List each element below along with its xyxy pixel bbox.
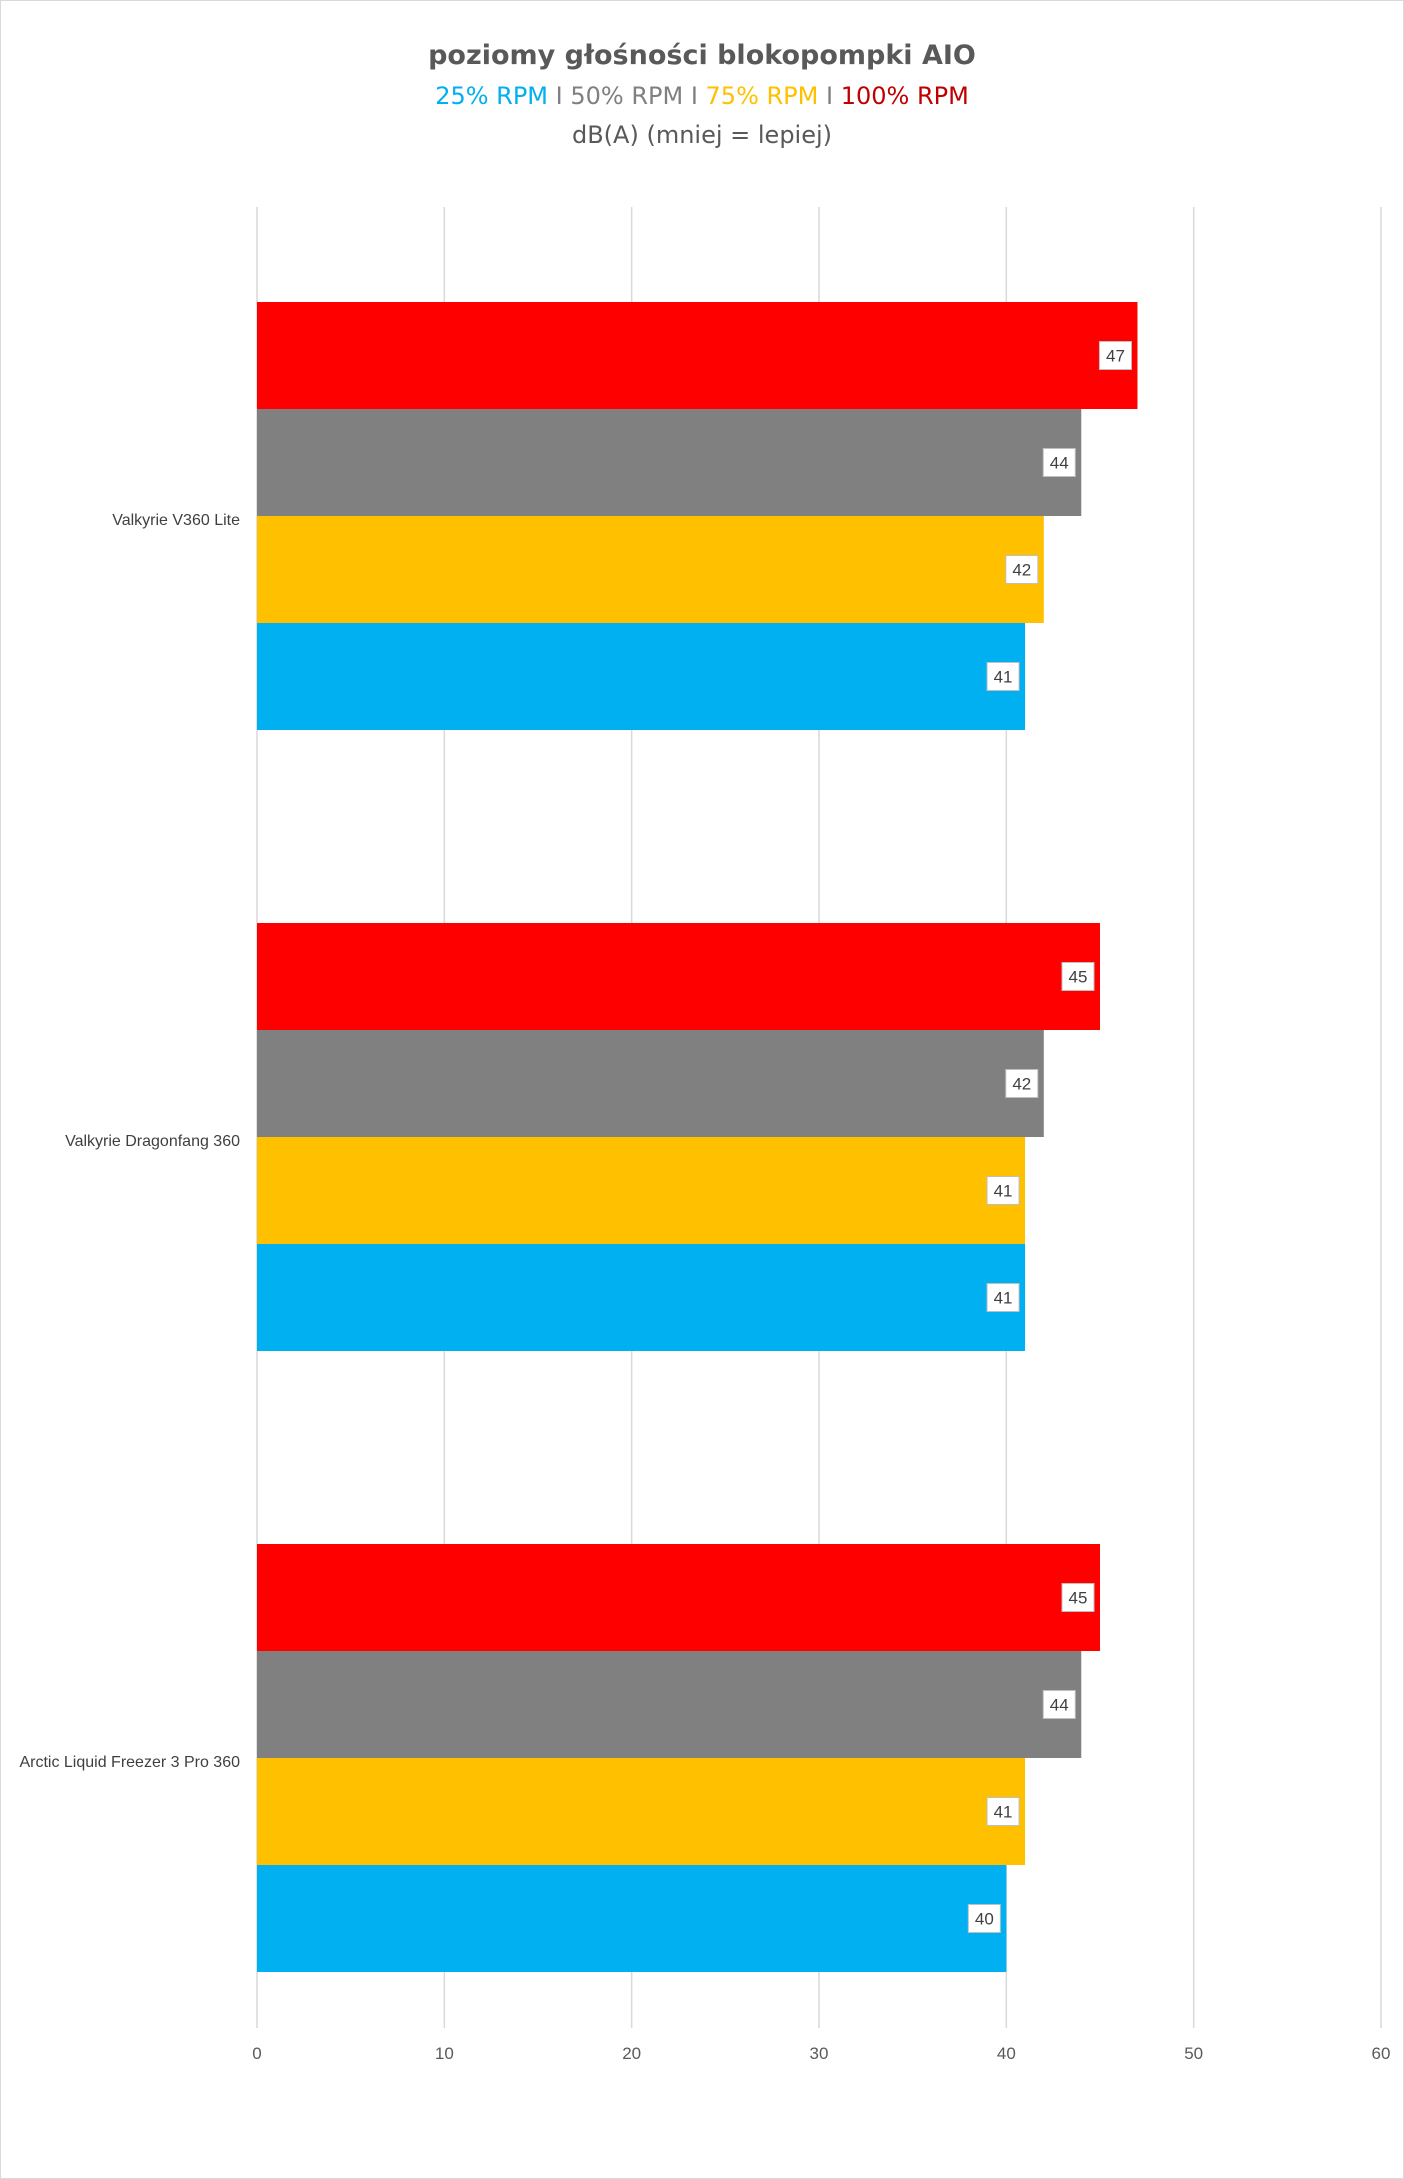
bar: [257, 1244, 1026, 1351]
data-label: 47: [1106, 347, 1125, 366]
data-label-box: [1042, 1690, 1076, 1719]
data-label-box: [986, 662, 1020, 691]
legend-line: 25% RPM I 50% RPM I 75% RPM I 100% RPM: [0, 82, 1404, 110]
bar: [257, 1030, 1044, 1137]
data-label: 41: [994, 1803, 1013, 1822]
data-label: 41: [994, 1182, 1013, 1201]
legend-separator: I: [548, 82, 571, 110]
bar: [257, 1865, 1007, 1972]
x-tick-label: 0: [252, 2044, 261, 2063]
data-label-box: [967, 1904, 1001, 1933]
data-label: 44: [1050, 454, 1069, 473]
x-tick-label: 30: [810, 2044, 829, 2063]
chart-title: poziomy głośności blokopompki AIO: [428, 40, 976, 71]
legend-entry-100rpm: 100% RPM: [840, 82, 969, 110]
bar: [257, 1651, 1082, 1758]
data-label-box: [1005, 1069, 1039, 1098]
data-label-box: [1098, 341, 1132, 370]
data-label: 42: [1012, 561, 1031, 580]
data-label: 40: [975, 1910, 994, 1929]
x-tick-label: 60: [1372, 2044, 1391, 2063]
bar: [257, 623, 1026, 730]
category-label: Arctic Liquid Freezer 3 Pro 360: [19, 1754, 240, 1771]
unit-label: dB(A) (mniej = lepiej): [571, 121, 833, 149]
legend-separator: I: [683, 82, 706, 110]
data-label: 44: [1050, 1696, 1069, 1715]
data-label-box: [1042, 448, 1076, 477]
data-label-box: [986, 1283, 1020, 1312]
bar: [257, 1137, 1026, 1244]
legend-entry-50rpm: 50% RPM: [570, 82, 684, 110]
data-label-box: [1061, 962, 1095, 991]
data-label: 41: [994, 1289, 1013, 1308]
bar: [257, 923, 1100, 1030]
legend-entry-25rpm: 25% RPM: [435, 82, 549, 110]
category-label: Valkyrie Dragonfang 360: [65, 1133, 240, 1150]
data-label: 42: [1012, 1075, 1031, 1094]
bar: [257, 1544, 1100, 1651]
data-label-box: [1061, 1583, 1095, 1612]
bar: [257, 409, 1082, 516]
x-tick-label: 10: [435, 2044, 454, 2063]
data-label: 45: [1069, 1589, 1088, 1608]
data-label-box: [986, 1797, 1020, 1826]
bar: [257, 302, 1138, 409]
legend-entry-75rpm: 75% RPM: [705, 82, 819, 110]
x-tick-label: 50: [1184, 2044, 1203, 2063]
data-label: 41: [994, 668, 1013, 687]
data-label: 45: [1069, 968, 1088, 987]
x-tick-label: 20: [622, 2044, 641, 2063]
x-tick-label: 40: [997, 2044, 1016, 2063]
bar: [257, 1758, 1026, 1865]
data-label-box: [1005, 555, 1039, 584]
legend-separator: I: [818, 82, 841, 110]
bar: [257, 516, 1044, 623]
category-label: Valkyrie V360 Lite: [112, 512, 240, 529]
data-label-box: [986, 1176, 1020, 1205]
